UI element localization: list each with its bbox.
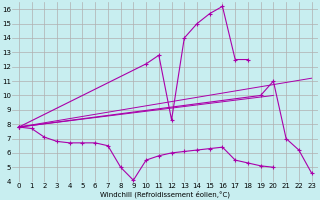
X-axis label: Windchill (Refroidissement éolien,°C): Windchill (Refroidissement éolien,°C) (100, 190, 230, 198)
